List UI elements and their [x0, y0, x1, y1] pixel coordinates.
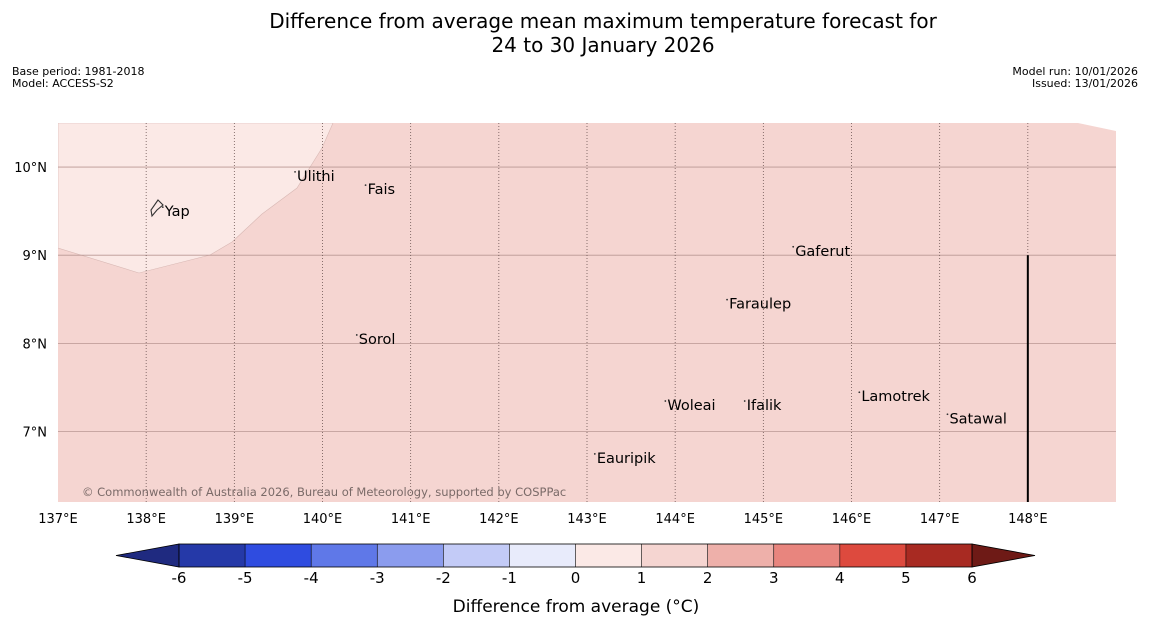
chart-title: Difference from average mean maximum tem…	[0, 9, 1150, 57]
colorbar-swatch	[707, 544, 774, 567]
lon-tick-label: 145°E	[744, 512, 784, 527]
lon-tick-label: 143°E	[567, 512, 607, 527]
island-marker	[792, 245, 795, 248]
no-data-corner	[1078, 123, 1116, 131]
place-label: Faraulep	[729, 297, 791, 313]
colorbar-swatch	[311, 544, 378, 567]
colorbar-swatch	[509, 544, 576, 567]
place-labels: Yap Ulithi Fais Gaferut Faraulep Sorol Woleai I…	[161, 169, 1007, 467]
colorbar-title: Difference from average (°C)	[453, 597, 700, 617]
colorbar-tick-label: 4	[835, 569, 845, 587]
colorbar-swatch	[443, 544, 510, 567]
lon-tick-label: 139°E	[215, 512, 255, 527]
graticule	[58, 123, 1116, 502]
colorbar-tick-label: 2	[703, 569, 713, 587]
title-line-1: Difference from average mean maximum tem…	[269, 9, 937, 33]
colorbar-swatch	[839, 544, 906, 567]
place-label: Yap	[164, 204, 190, 220]
colorbar-swatch	[377, 544, 444, 567]
island-marker	[593, 453, 596, 455]
island-marker	[161, 206, 164, 209]
anomaly-region-0-1	[58, 123, 334, 274]
colorbar-over-arrow	[971, 543, 1036, 568]
model-run: Model run: 10/01/2026	[1012, 65, 1138, 78]
island-marker	[946, 413, 949, 416]
island-marker	[726, 298, 728, 301]
lon-tick-label: 140°E	[303, 512, 343, 527]
title-line-2: 24 to 30 January 2026	[491, 33, 715, 57]
colorbar-under-arrow	[115, 543, 180, 568]
place-label: Satawal	[949, 411, 1006, 427]
lon-tick-label: 144°E	[655, 512, 695, 527]
lon-tick-label: 146°E	[832, 512, 872, 527]
colorbar-tick-label: 3	[769, 569, 779, 587]
lat-tick-label: 8°N	[23, 337, 48, 352]
colorbar-swatch	[905, 544, 972, 567]
map-panel: Yap Ulithi Fais Gaferut Faraulep Sorol Woleai I…	[58, 123, 1116, 502]
base-period: Base period: 1981-2018	[12, 65, 145, 78]
island-marker	[664, 400, 667, 402]
yap-island-outline	[150, 199, 164, 218]
lon-tick-label: 137°E	[38, 512, 78, 527]
island-marker	[743, 400, 746, 402]
place-label: Eauripik	[597, 451, 656, 467]
lat-tick-label: 7°N	[23, 425, 48, 440]
issued-date: Issued: 13/01/2026	[1031, 77, 1138, 90]
colorbar: -6 -5 -4 -3 -2 -1 0 1 2 3 4 5 6	[115, 543, 1036, 587]
colorbar-swatch	[773, 544, 840, 567]
place-label: Woleai	[667, 398, 715, 414]
lat-tick-label: 9°N	[23, 249, 48, 264]
colorbar-tick-label: -3	[370, 569, 385, 587]
colorbar-tick-label: -6	[172, 569, 187, 587]
colorbar-tick-label: -5	[238, 569, 253, 587]
lon-tick-label: 147°E	[920, 512, 960, 527]
lon-tick-label: 142°E	[479, 512, 519, 527]
place-label: Gaferut	[795, 244, 850, 260]
copyright-notice: © Commonwealth of Australia 2026, Bureau…	[82, 485, 566, 499]
island-marker	[294, 170, 296, 173]
meta-right: Model run: 10/01/2026 Issued: 13/01/2026	[1012, 66, 1138, 90]
place-label: Ulithi	[297, 169, 335, 185]
colorbar-swatch	[179, 544, 246, 567]
colorbar-tick-label: 0	[571, 569, 581, 587]
colorbar-tick-label: 6	[967, 569, 977, 587]
colorbar-tick-label: -4	[304, 569, 319, 587]
colorbar-tick-label: -1	[502, 569, 517, 587]
colorbar-swatch	[245, 544, 312, 567]
latitude-tick-labels: 10°N 9°N 8°N 7°N	[14, 161, 47, 440]
island-marker	[858, 391, 861, 394]
lon-tick-label: 141°E	[391, 512, 431, 527]
model-name: Model: ACCESS-S2	[12, 77, 114, 90]
colorbar-swatch	[641, 544, 708, 567]
lat-tick-label: 10°N	[14, 161, 47, 176]
colorbar-tick-label: 5	[901, 569, 911, 587]
lon-tick-label: 148°E	[1008, 512, 1048, 527]
place-label: Ifalik	[747, 398, 782, 414]
place-label: Sorol	[359, 332, 396, 348]
place-label: Fais	[368, 182, 395, 198]
colorbar-swatch	[575, 544, 642, 567]
colorbar-tick-label: 1	[637, 569, 647, 587]
meta-left: Base period: 1981-2018 Model: ACCESS-S2	[12, 66, 144, 90]
island-marker	[364, 184, 367, 187]
island-marker	[355, 334, 358, 336]
longitude-tick-labels: 137°E 138°E 139°E 140°E 141°E 142°E 143°E 144°E…	[38, 512, 1047, 527]
lon-tick-label: 138°E	[126, 512, 166, 527]
colorbar-tick-label: -2	[436, 569, 451, 587]
place-label: Lamotrek	[861, 389, 930, 405]
